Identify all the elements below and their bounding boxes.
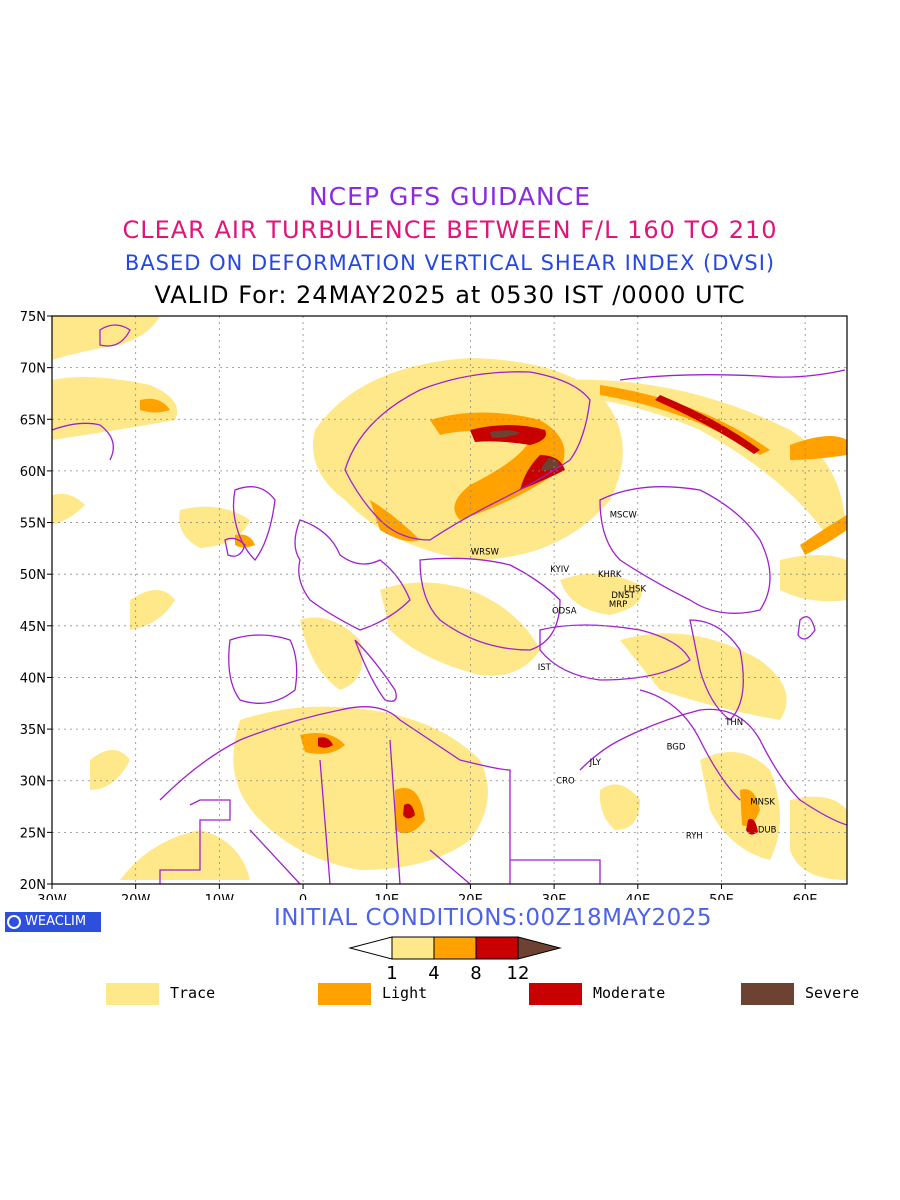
colorbar-segment-trace	[391, 936, 435, 960]
lon-tick-label: 40E	[625, 893, 650, 900]
turbulence-field	[52, 316, 847, 880]
title-valid-time: VALID For: 24MAY2025 at 0530 IST /0000 U…	[154, 281, 746, 309]
lat-tick-label: 70N	[20, 362, 46, 377]
initial-conditions: INITIAL CONDITIONS:00Z18MAY2025	[274, 905, 712, 931]
legend-label: Trace	[170, 984, 216, 1002]
lon-tick-label: 0	[299, 893, 307, 900]
lon-tick-label: 10E	[374, 893, 399, 900]
lat-lon-grid	[52, 316, 847, 884]
city-label-khrk: KHRK	[598, 570, 622, 580]
city-label-jly: JLY	[589, 758, 602, 768]
city-label-ryh: RYH	[686, 831, 703, 841]
city-label-kyiv: KYIV	[550, 565, 569, 575]
colorbar-segment-below	[348, 936, 393, 960]
colorbar-segment-severe	[517, 936, 562, 960]
colorbar-label: 12	[507, 963, 530, 983]
city-label-dub: DUB	[758, 825, 777, 835]
colorbar-segment-moderate	[475, 936, 519, 960]
legend-label: Severe	[805, 984, 860, 1002]
lat-tick-label: 30N	[20, 775, 46, 790]
city-label-lhsk: LHSK	[624, 585, 647, 595]
weaclim-logo-icon	[7, 915, 21, 929]
lat-tick-label: 50N	[20, 568, 46, 583]
colorbar-label: 4	[428, 963, 439, 983]
city-label-ist: IST	[538, 663, 552, 673]
turbulence-map: 20N 25N 30N 35N 40N 45N 50N 55N 60N 65N 70N 75N 30W 2…	[20, 310, 848, 900]
map-frame	[51, 315, 848, 885]
lat-tick-label: 25N	[20, 826, 46, 841]
title-model: NCEP GFS GUIDANCE	[308, 182, 591, 211]
weaclim-badge: WEACLIM	[5, 912, 101, 932]
badge-label: WEACLIM	[25, 914, 87, 929]
legend-swatch-trace	[106, 983, 159, 1005]
colorbar-label: 8	[470, 963, 481, 983]
legend-swatch-severe	[741, 983, 794, 1005]
lon-tick-label: 30E	[542, 893, 567, 900]
lat-tick-label: 75N	[20, 310, 46, 325]
lon-tick-label: 10W	[205, 893, 235, 900]
lon-tick-label: 20W	[121, 893, 151, 900]
lon-tick-label: 60E	[793, 893, 818, 900]
axis-ticks: 20N 25N 30N 35N 40N 45N 50N 55N 60N 65N 70N 75N 30W 2…	[20, 310, 818, 900]
lat-tick-label: 60N	[20, 465, 46, 480]
lat-tick-label: 20N	[20, 878, 46, 893]
lon-tick-label: 30W	[37, 893, 67, 900]
lat-tick-label: 45N	[20, 620, 46, 635]
city-label-mscw: MSCW	[610, 510, 638, 520]
city-label-thn: THN	[724, 718, 743, 728]
legend-swatch-light	[318, 983, 371, 1005]
lat-tick-label: 55N	[20, 517, 46, 532]
colorbar-segment-light	[433, 936, 477, 960]
city-label-mnsk: MNSK	[750, 797, 775, 807]
country-boundaries	[52, 324, 847, 884]
colorbar-label: 1	[386, 963, 397, 983]
city-label-wrsw: WRSW	[471, 547, 500, 557]
legend-label: Light	[382, 984, 428, 1002]
title-method: BASED ON DEFORMATION VERTICAL SHEAR INDE…	[124, 251, 776, 275]
city-label-bgd: BGD	[667, 743, 686, 753]
city-label-mrp: MRP	[609, 600, 627, 610]
legend-swatch-moderate	[529, 983, 582, 1005]
lat-tick-label: 65N	[20, 413, 46, 428]
lon-tick-label: 50E	[709, 893, 734, 900]
title-product: CLEAR AIR TURBULENCE BETWEEN F/L 160 TO …	[122, 216, 778, 244]
city-label-cro: CRO	[556, 777, 575, 787]
colorbar: 1 4 8 12	[348, 936, 562, 983]
lat-tick-label: 40N	[20, 671, 46, 686]
legend-label: Moderate	[593, 984, 666, 1002]
city-label-dnst: DNST	[611, 591, 635, 601]
city-label-odsa: ODSA	[552, 606, 577, 616]
lat-tick-label: 35N	[20, 723, 46, 738]
lon-tick-label: 20E	[458, 893, 483, 900]
